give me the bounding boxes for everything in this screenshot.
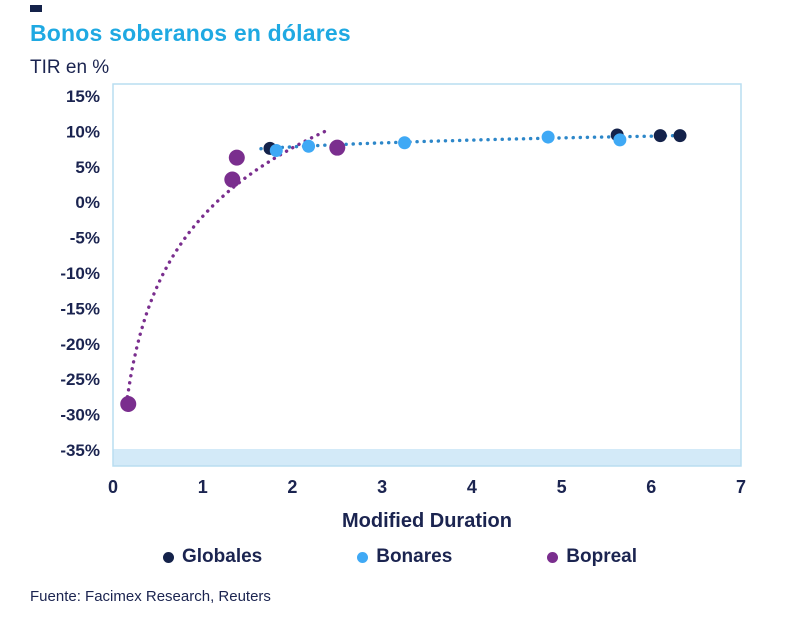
y-tick-label: 15% [66, 87, 100, 106]
y-axis-unit-label: TIR en % [30, 57, 110, 78]
x-tick-label: 6 [646, 477, 656, 497]
y-tick-label: 5% [75, 158, 100, 177]
x-tick-label: 5 [557, 477, 567, 497]
y-tick-label: -30% [60, 406, 100, 425]
data-point-bopreal [224, 171, 241, 188]
chart-title: Bonos soberanos en dólares [30, 20, 351, 46]
y-tick-label: 0% [75, 193, 100, 212]
bopreal-dot-icon [547, 551, 559, 563]
data-point-bopreal [329, 139, 346, 156]
y-tick-label: -35% [60, 441, 100, 460]
data-point-bonares [398, 136, 412, 150]
x-tick-label: 1 [198, 477, 208, 497]
data-point-globales [673, 129, 687, 143]
y-tick-label: -15% [60, 299, 100, 318]
legend-label-bonares: Bonares [376, 546, 453, 567]
data-point-globales [653, 129, 667, 143]
data-point-bonares [613, 133, 627, 147]
source-note: Fuente: Facimex Research, Reuters [30, 588, 271, 605]
legend-label-globales: Globales [181, 546, 263, 567]
legend: Globales Bonares Bopreal [0, 546, 800, 568]
data-point-bonares [302, 139, 316, 153]
data-point-bonares [269, 144, 283, 158]
y-tick-label: -25% [60, 370, 100, 389]
data-point-bopreal [228, 149, 245, 166]
bonares-dot-icon [357, 551, 369, 563]
y-tick-label: 10% [66, 122, 100, 141]
legend-item-bonares: Bonares [357, 546, 452, 568]
plot-bottom-strip [113, 449, 741, 466]
plot-border [112, 83, 742, 467]
globales-dot-icon [162, 551, 174, 563]
x-tick-label: 3 [377, 477, 387, 497]
x-axis-title: Modified Duration [342, 510, 512, 532]
corner-mark [30, 5, 42, 12]
x-tick-label: 4 [467, 477, 477, 497]
y-tick-label: -5% [70, 229, 100, 248]
data-point-bonares [541, 130, 555, 144]
x-tick-label: 7 [736, 477, 746, 497]
y-tick-label: -20% [60, 335, 100, 354]
scatter-plot: 15% 10% 5% 0% -5% -10% -15% -20% -25% -30% -35% 0 1 2… [60, 83, 746, 497]
y-tick-label: -10% [60, 264, 100, 283]
legend-label-bopreal: Bopreal [566, 546, 638, 567]
legend-item-bopreal: Bopreal [547, 546, 637, 568]
x-tick-label: 2 [287, 477, 297, 497]
data-point-bopreal [120, 395, 137, 412]
legend-item-globales: Globales [162, 546, 263, 568]
trendline-bopreal [124, 127, 332, 406]
x-tick-label: 0 [108, 477, 118, 497]
